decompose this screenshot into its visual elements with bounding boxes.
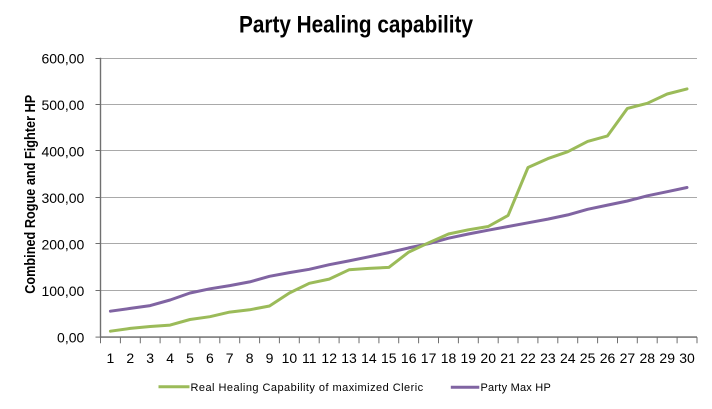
svg-text:18: 18 [441,350,457,366]
svg-text:28: 28 [640,350,656,366]
svg-text:17: 17 [421,350,437,366]
svg-text:0,00: 0,00 [57,329,84,345]
svg-text:29: 29 [659,350,675,366]
svg-text:30: 30 [679,350,695,366]
svg-text:13: 13 [341,350,357,366]
svg-text:4: 4 [166,350,174,366]
svg-text:22: 22 [520,350,536,366]
svg-text:Party Max HP: Party Max HP [481,382,551,394]
svg-text:12: 12 [321,350,337,366]
svg-text:23: 23 [540,350,556,366]
svg-text:600,00: 600,00 [41,50,84,66]
svg-text:200,00: 200,00 [41,236,84,252]
svg-text:Party Healing capability: Party Healing capability [239,12,474,39]
svg-text:16: 16 [401,350,417,366]
svg-text:2: 2 [126,350,134,366]
svg-text:15: 15 [381,350,397,366]
svg-text:500,00: 500,00 [41,97,84,113]
svg-text:6: 6 [206,350,214,366]
svg-text:Real Healing Capability of max: Real Healing Capability of maximized Cle… [191,382,424,394]
svg-text:27: 27 [620,350,636,366]
svg-text:1: 1 [107,350,115,366]
svg-text:11: 11 [302,350,317,366]
svg-text:10: 10 [282,350,298,366]
svg-text:25: 25 [580,350,596,366]
svg-text:3: 3 [146,350,154,366]
svg-text:19: 19 [461,350,477,366]
svg-text:8: 8 [246,350,254,366]
svg-text:26: 26 [600,350,616,366]
svg-text:Combined Rogue and Fighter HP: Combined Rogue and Fighter HP [22,95,39,294]
svg-text:24: 24 [560,350,576,366]
svg-text:5: 5 [186,350,194,366]
svg-text:21: 21 [500,350,516,366]
svg-text:100,00: 100,00 [41,283,84,299]
svg-text:20: 20 [480,350,496,366]
svg-text:300,00: 300,00 [41,190,84,206]
svg-text:9: 9 [266,350,274,366]
svg-text:400,00: 400,00 [41,143,84,159]
svg-text:14: 14 [361,350,377,366]
svg-text:7: 7 [226,350,234,366]
